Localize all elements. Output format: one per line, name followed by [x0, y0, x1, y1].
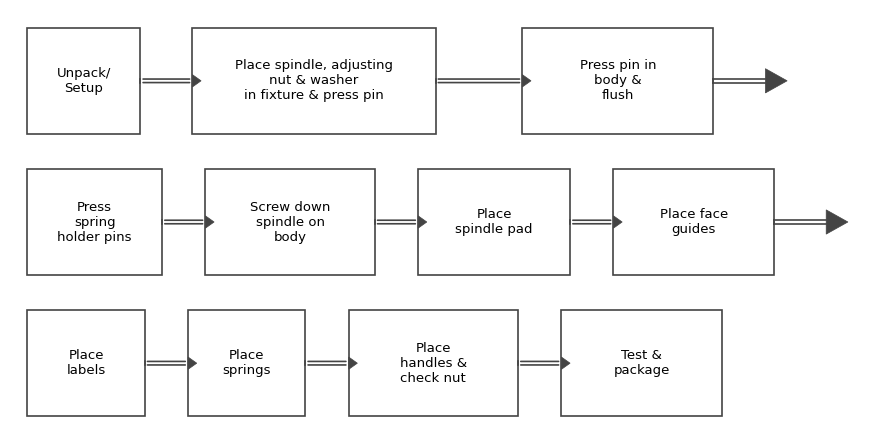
- Text: Place face
guides: Place face guides: [659, 208, 728, 236]
- FancyBboxPatch shape: [348, 310, 518, 416]
- Polygon shape: [348, 357, 357, 369]
- Text: Press pin in
body &
flush: Press pin in body & flush: [579, 59, 656, 102]
- Text: Place
spindle pad: Place spindle pad: [456, 208, 533, 236]
- FancyBboxPatch shape: [613, 169, 774, 275]
- FancyBboxPatch shape: [27, 28, 140, 134]
- FancyBboxPatch shape: [27, 310, 145, 416]
- Text: Place
springs: Place springs: [222, 349, 271, 377]
- Polygon shape: [192, 75, 201, 87]
- FancyBboxPatch shape: [27, 169, 162, 275]
- FancyBboxPatch shape: [192, 28, 436, 134]
- Text: Screw down
spindle on
body: Screw down spindle on body: [250, 201, 330, 243]
- Text: Test &
package: Test & package: [613, 349, 670, 377]
- Text: Place spindle, adjusting
nut & washer
in fixture & press pin: Place spindle, adjusting nut & washer in…: [235, 59, 393, 102]
- Text: Press
spring
holder pins: Press spring holder pins: [57, 201, 132, 243]
- FancyBboxPatch shape: [418, 169, 571, 275]
- FancyBboxPatch shape: [188, 310, 305, 416]
- Text: Place
labels: Place labels: [66, 349, 105, 377]
- Text: Place
handles &
check nut: Place handles & check nut: [400, 342, 467, 385]
- FancyBboxPatch shape: [523, 28, 713, 134]
- Polygon shape: [188, 357, 197, 369]
- Polygon shape: [613, 216, 622, 228]
- Text: Unpack/
Setup: Unpack/ Setup: [57, 67, 111, 95]
- Polygon shape: [418, 216, 427, 228]
- Polygon shape: [766, 69, 787, 93]
- Polygon shape: [523, 75, 531, 87]
- Polygon shape: [562, 357, 571, 369]
- FancyBboxPatch shape: [562, 310, 722, 416]
- Polygon shape: [206, 216, 214, 228]
- FancyBboxPatch shape: [206, 169, 375, 275]
- Polygon shape: [827, 210, 847, 234]
